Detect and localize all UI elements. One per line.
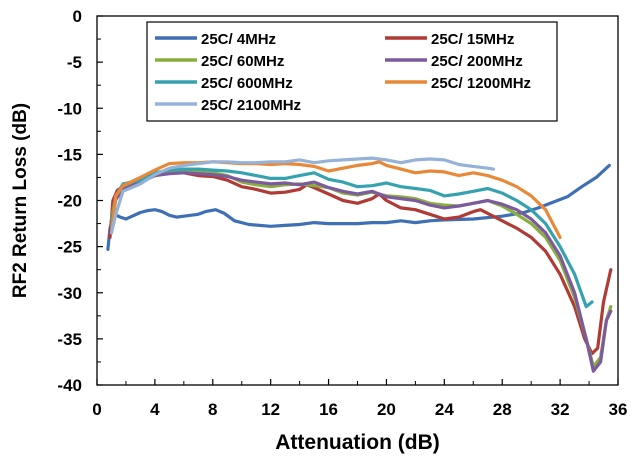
legend-label-5: 25C/ 1200MHz	[431, 75, 531, 92]
series-line-6	[109, 156, 496, 235]
x-tick-label: 0	[92, 400, 101, 419]
y-tick-label: 0	[73, 7, 82, 26]
series-line-5	[109, 160, 562, 239]
x-tick-label: 8	[208, 400, 217, 419]
x-tick-label: 28	[493, 400, 512, 419]
legend-box	[146, 21, 558, 122]
legend-label-2: 25C/ 60MHz	[201, 53, 284, 70]
y-axis-label: RF2 Return Loss (dB)	[10, 103, 31, 298]
x-tick-label: 4	[150, 400, 160, 419]
y-tick-label: -35	[57, 330, 82, 349]
series-lines	[106, 156, 613, 373]
legend: 25C/ 4MHz 25C/ 15MHz 25C/ 60MHz 25C/ 200MHz…	[146, 21, 558, 122]
y-tick-label: -20	[57, 192, 82, 211]
legend-label-4: 25C/ 600MHz	[201, 75, 293, 92]
y-tick-label: -10	[57, 99, 82, 118]
x-tick-label: 20	[377, 400, 396, 419]
y-tick-label: -25	[57, 238, 82, 257]
series-line-4	[109, 167, 594, 309]
legend-label-0: 25C/ 4MHz	[201, 31, 276, 48]
y-tick-label: -40	[57, 376, 82, 395]
series-line-3	[109, 171, 613, 373]
x-tick-label: 36	[609, 400, 628, 419]
x-tick-label: 12	[261, 400, 280, 419]
y-tick-label: -5	[67, 53, 82, 72]
x-tick-label: 24	[435, 400, 454, 419]
axes: 0 -5 -10 -15 -20 -25 -30 -35 -40 0 4 8 12 16 20 24 28 32 3…	[57, 7, 627, 419]
legend-label-6: 25C/ 2100MHz	[201, 97, 301, 114]
legend-label-3: 25C/ 200MHz	[431, 53, 523, 70]
legend-label-1: 25C/ 15MHz	[431, 31, 514, 48]
x-axis-label: Attenuation (dB)	[275, 431, 439, 454]
x-tick-label: 16	[319, 400, 338, 419]
x-tick-label: 32	[551, 400, 570, 419]
y-tick-label: -15	[57, 145, 82, 164]
y-tick-label: -30	[57, 284, 82, 303]
